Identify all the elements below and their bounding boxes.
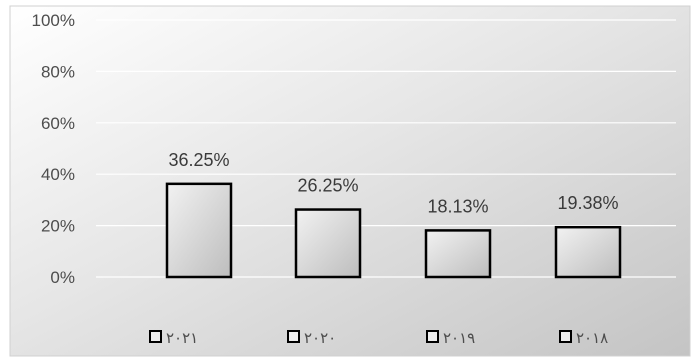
y-tick-label: 60% — [41, 114, 75, 133]
y-tick-label: 80% — [41, 62, 75, 81]
legend-label: ٢٠١٨ — [576, 329, 608, 347]
legend-swatch — [426, 330, 439, 343]
legend: ٢٠٢١ ٢٠٢٠ ٢٠١٩ ٢٠١٨ — [149, 329, 608, 347]
data-labels: 36.25% 26.25% 18.13% 19.38% — [168, 150, 618, 217]
data-label: 19.38% — [557, 193, 618, 213]
chart-background — [9, 5, 691, 357]
legend-label: ٢٠٢٠ — [304, 329, 336, 347]
data-label: 26.25% — [297, 176, 358, 196]
legend-label: ٢٠٢١ — [166, 329, 198, 347]
legend-swatch — [559, 330, 572, 343]
bars — [165, 182, 622, 279]
y-tick-label: 100% — [32, 11, 75, 30]
bar — [165, 182, 233, 279]
data-label: 36.25% — [168, 150, 229, 170]
data-label: 18.13% — [427, 196, 488, 216]
bar — [424, 229, 492, 279]
legend-swatch — [149, 330, 162, 343]
bar — [554, 225, 622, 279]
y-tick-label: 40% — [41, 165, 75, 184]
legend-label: ٢٠١٩ — [443, 329, 475, 347]
y-tick-label: 20% — [41, 217, 75, 236]
bar — [294, 208, 362, 279]
legend-swatch — [287, 330, 300, 343]
y-tick-label: 0% — [50, 268, 75, 287]
y-axis-tick-labels: 0% 20% 40% 60% 80% 100% — [32, 11, 75, 287]
